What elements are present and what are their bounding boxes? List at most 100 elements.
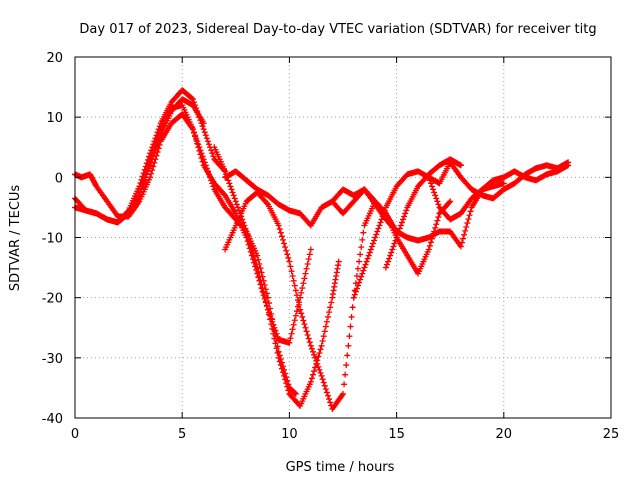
data-point-marker — [374, 228, 381, 235]
data-point-marker — [272, 340, 279, 347]
data-point-marker — [199, 153, 206, 160]
data-point-marker — [286, 339, 293, 346]
data-point-marker — [395, 228, 402, 235]
data-point-marker — [278, 365, 285, 372]
data-point-marker — [301, 321, 308, 328]
data-point-marker — [140, 180, 147, 187]
data-point-marker — [335, 258, 342, 265]
data-point-marker — [200, 156, 207, 163]
data-point-marker — [358, 244, 365, 251]
data-point-marker — [311, 351, 318, 358]
data-point-marker — [253, 260, 260, 267]
data-point-marker — [230, 192, 237, 199]
data-point-marker — [150, 163, 157, 170]
grid-layer — [75, 57, 611, 418]
x-tick-label: 10 — [281, 427, 298, 442]
data-point-marker — [353, 285, 360, 292]
data-point-marker — [425, 246, 432, 253]
data-point-marker — [269, 325, 276, 332]
data-point-marker — [277, 229, 284, 236]
data-point-marker — [457, 162, 464, 169]
data-point-marker — [393, 234, 400, 241]
data-point-marker — [267, 316, 274, 323]
data-point-marker — [373, 231, 380, 238]
data-point-marker — [357, 251, 364, 258]
data-point-marker — [430, 186, 437, 193]
data-point-marker — [291, 317, 298, 324]
data-point-marker — [154, 141, 161, 148]
data-point-marker — [362, 261, 369, 268]
data-point-marker — [402, 210, 409, 217]
data-point-marker — [368, 243, 375, 250]
data-point-marker — [283, 380, 290, 387]
data-point-marker — [328, 299, 335, 306]
data-point-marker — [382, 264, 389, 271]
data-point-marker — [148, 159, 155, 166]
data-point-marker — [254, 264, 261, 271]
data-point-marker — [289, 326, 296, 333]
data-point-marker — [312, 354, 319, 361]
data-point-marker — [203, 135, 210, 142]
ticks-layer: 0 5 10 15 20 25 -40 -30 -20 -10 0 10 20 — [42, 51, 620, 442]
data-point-marker — [322, 323, 329, 330]
x-tick-label: 5 — [178, 427, 186, 442]
data-series — [136, 96, 207, 199]
data-point-marker — [282, 376, 289, 383]
data-point-marker — [363, 258, 370, 265]
data-point-marker — [149, 167, 156, 174]
data-point-marker — [286, 258, 293, 265]
data-point-marker — [313, 357, 320, 364]
data-point-marker — [264, 306, 271, 313]
data-point-marker — [326, 396, 333, 403]
data-point-marker — [188, 95, 195, 102]
data-point-marker — [196, 144, 203, 151]
data-point-marker — [195, 141, 202, 148]
data-point-marker — [466, 212, 473, 219]
data-point-marker — [285, 387, 292, 394]
data-point-marker — [202, 132, 209, 139]
data-point-marker — [398, 219, 405, 226]
data-point-marker — [389, 246, 396, 253]
data-point-marker — [324, 313, 331, 320]
data-point-marker — [303, 328, 310, 335]
data-point-marker — [141, 177, 148, 184]
data-point-marker — [565, 162, 572, 169]
y-tick-label: -10 — [42, 232, 63, 247]
data-point-marker — [198, 150, 205, 157]
data-point-marker — [258, 281, 265, 288]
data-point-marker — [304, 331, 311, 338]
data-series — [72, 111, 299, 397]
data-point-marker — [138, 186, 145, 193]
data-point-marker — [343, 362, 350, 369]
data-point-marker — [435, 201, 442, 208]
data-point-marker — [202, 162, 209, 169]
data-point-marker — [427, 180, 434, 187]
data-point-marker — [302, 324, 309, 331]
data-point-marker — [201, 159, 208, 166]
data-point-marker — [318, 372, 325, 379]
data-point-marker — [317, 346, 324, 353]
data-point-marker — [293, 292, 300, 299]
data-point-marker — [433, 195, 440, 202]
y-tick-label: -20 — [42, 292, 63, 307]
data-point-marker — [143, 171, 150, 178]
data-point-marker — [383, 261, 390, 268]
data-point-marker — [190, 129, 197, 136]
data-point-marker — [243, 228, 250, 235]
data-point-marker — [304, 260, 311, 267]
data-point-marker — [352, 288, 359, 295]
data-point-marker — [360, 267, 367, 274]
data-point-marker — [206, 141, 212, 148]
data-point-marker — [344, 352, 351, 359]
y-axis-title: SDTVAR / TECUs — [8, 185, 23, 292]
data-series — [382, 156, 464, 271]
data-point-marker — [279, 236, 286, 243]
data-point-marker — [288, 330, 295, 337]
data-point-marker — [266, 311, 273, 318]
y-tick-label: 0 — [55, 171, 63, 186]
data-point-marker — [380, 210, 387, 217]
data-point-marker — [302, 270, 309, 277]
data-point-marker — [152, 147, 159, 154]
data-point-marker — [275, 348, 282, 355]
